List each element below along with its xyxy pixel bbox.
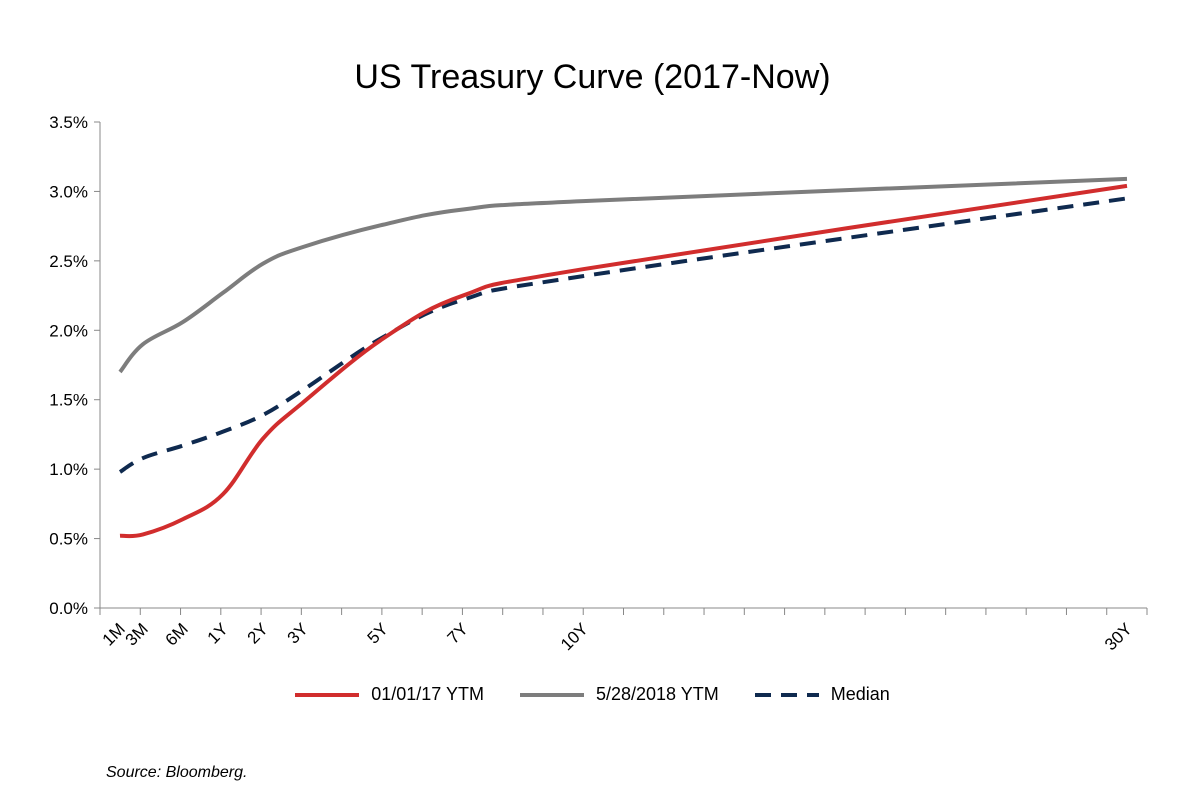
source-note: Source: Bloomberg. [106, 764, 248, 781]
legend-label: 01/01/17 YTM [371, 684, 484, 704]
x-tick-label: 30Y [1101, 619, 1136, 654]
legend-item: 01/01/17 YTM [295, 684, 484, 705]
series-line-5-28-2018-ytm [118, 176, 1128, 374]
x-tick-label: 3Y [284, 619, 312, 647]
legend-label: Median [830, 684, 890, 704]
y-tick-label: 1.5% [49, 391, 88, 410]
x-tick-label: 3M [122, 619, 152, 649]
legend: 01/01/17 YTM 5/28/2018 YTM Median [0, 684, 1185, 705]
x-tick-label: 7Y [444, 619, 472, 647]
legend-label: 5/28/2018 YTM [595, 684, 719, 704]
x-tick-label: 2Y [244, 619, 272, 647]
chart-title: US Treasury Curve (2017-Now) [354, 58, 831, 96]
y-tick-label: 2.0% [49, 321, 88, 340]
y-tick-label: 2.5% [49, 252, 88, 271]
x-tick-label: 5Y [364, 619, 392, 647]
series-line-01-01-17-ytm [119, 183, 1128, 539]
legend-item: Median [754, 684, 890, 705]
legend-item: 5/28/2018 YTM [519, 684, 719, 705]
x-tick-label: 1Y [204, 619, 232, 647]
legend-swatch [754, 692, 819, 697]
legend-swatch [519, 692, 584, 697]
y-tick-label: 1.0% [49, 460, 88, 479]
x-tick-label: 6M [162, 619, 192, 649]
y-tick-label: 0.0% [49, 599, 88, 618]
legend-swatch [295, 692, 360, 697]
x-tick-label: 10Y [557, 619, 592, 654]
series-layer [118, 176, 1128, 539]
series-line-median [118, 196, 1128, 474]
y-tick-label: 3.5% [49, 113, 88, 132]
y-tick-label: 3.0% [49, 182, 88, 201]
y-tick-label: 0.5% [49, 530, 88, 549]
